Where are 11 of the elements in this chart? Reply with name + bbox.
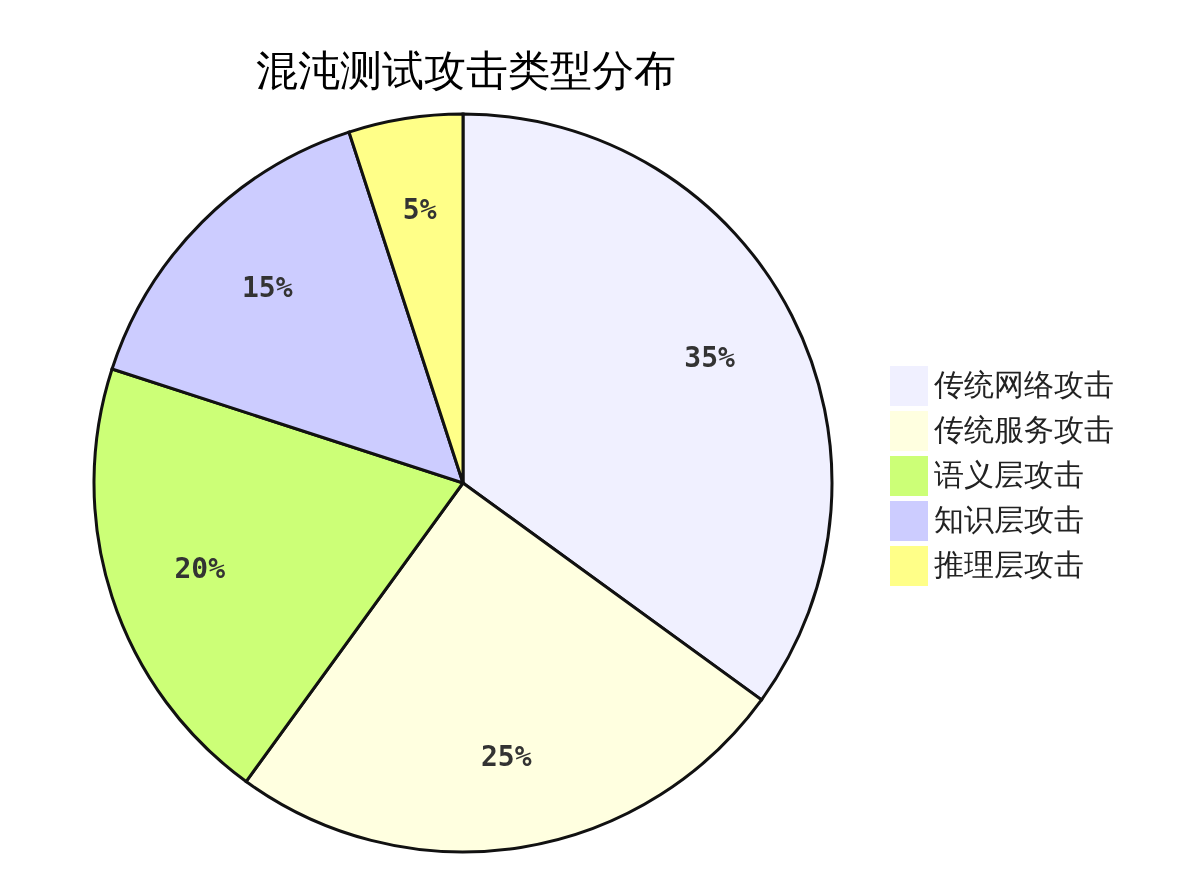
legend-label: 语义层攻击 [934,456,1084,494]
slice-label: 传统网络攻击 [934,366,1114,404]
data-label: 5% [402,193,437,227]
legend-label: 推理层攻击 [934,546,1084,584]
data-label: 25% [481,739,532,773]
data-label: 35% [684,340,736,374]
data-label: 15% [242,270,293,304]
legend-label: 传统服务攻击 [934,411,1114,449]
data-label: 20% [174,552,226,586]
legend-label: 知识层攻击 [934,501,1084,539]
chart-title: 混沌测试攻击类型分布 [256,45,676,95]
